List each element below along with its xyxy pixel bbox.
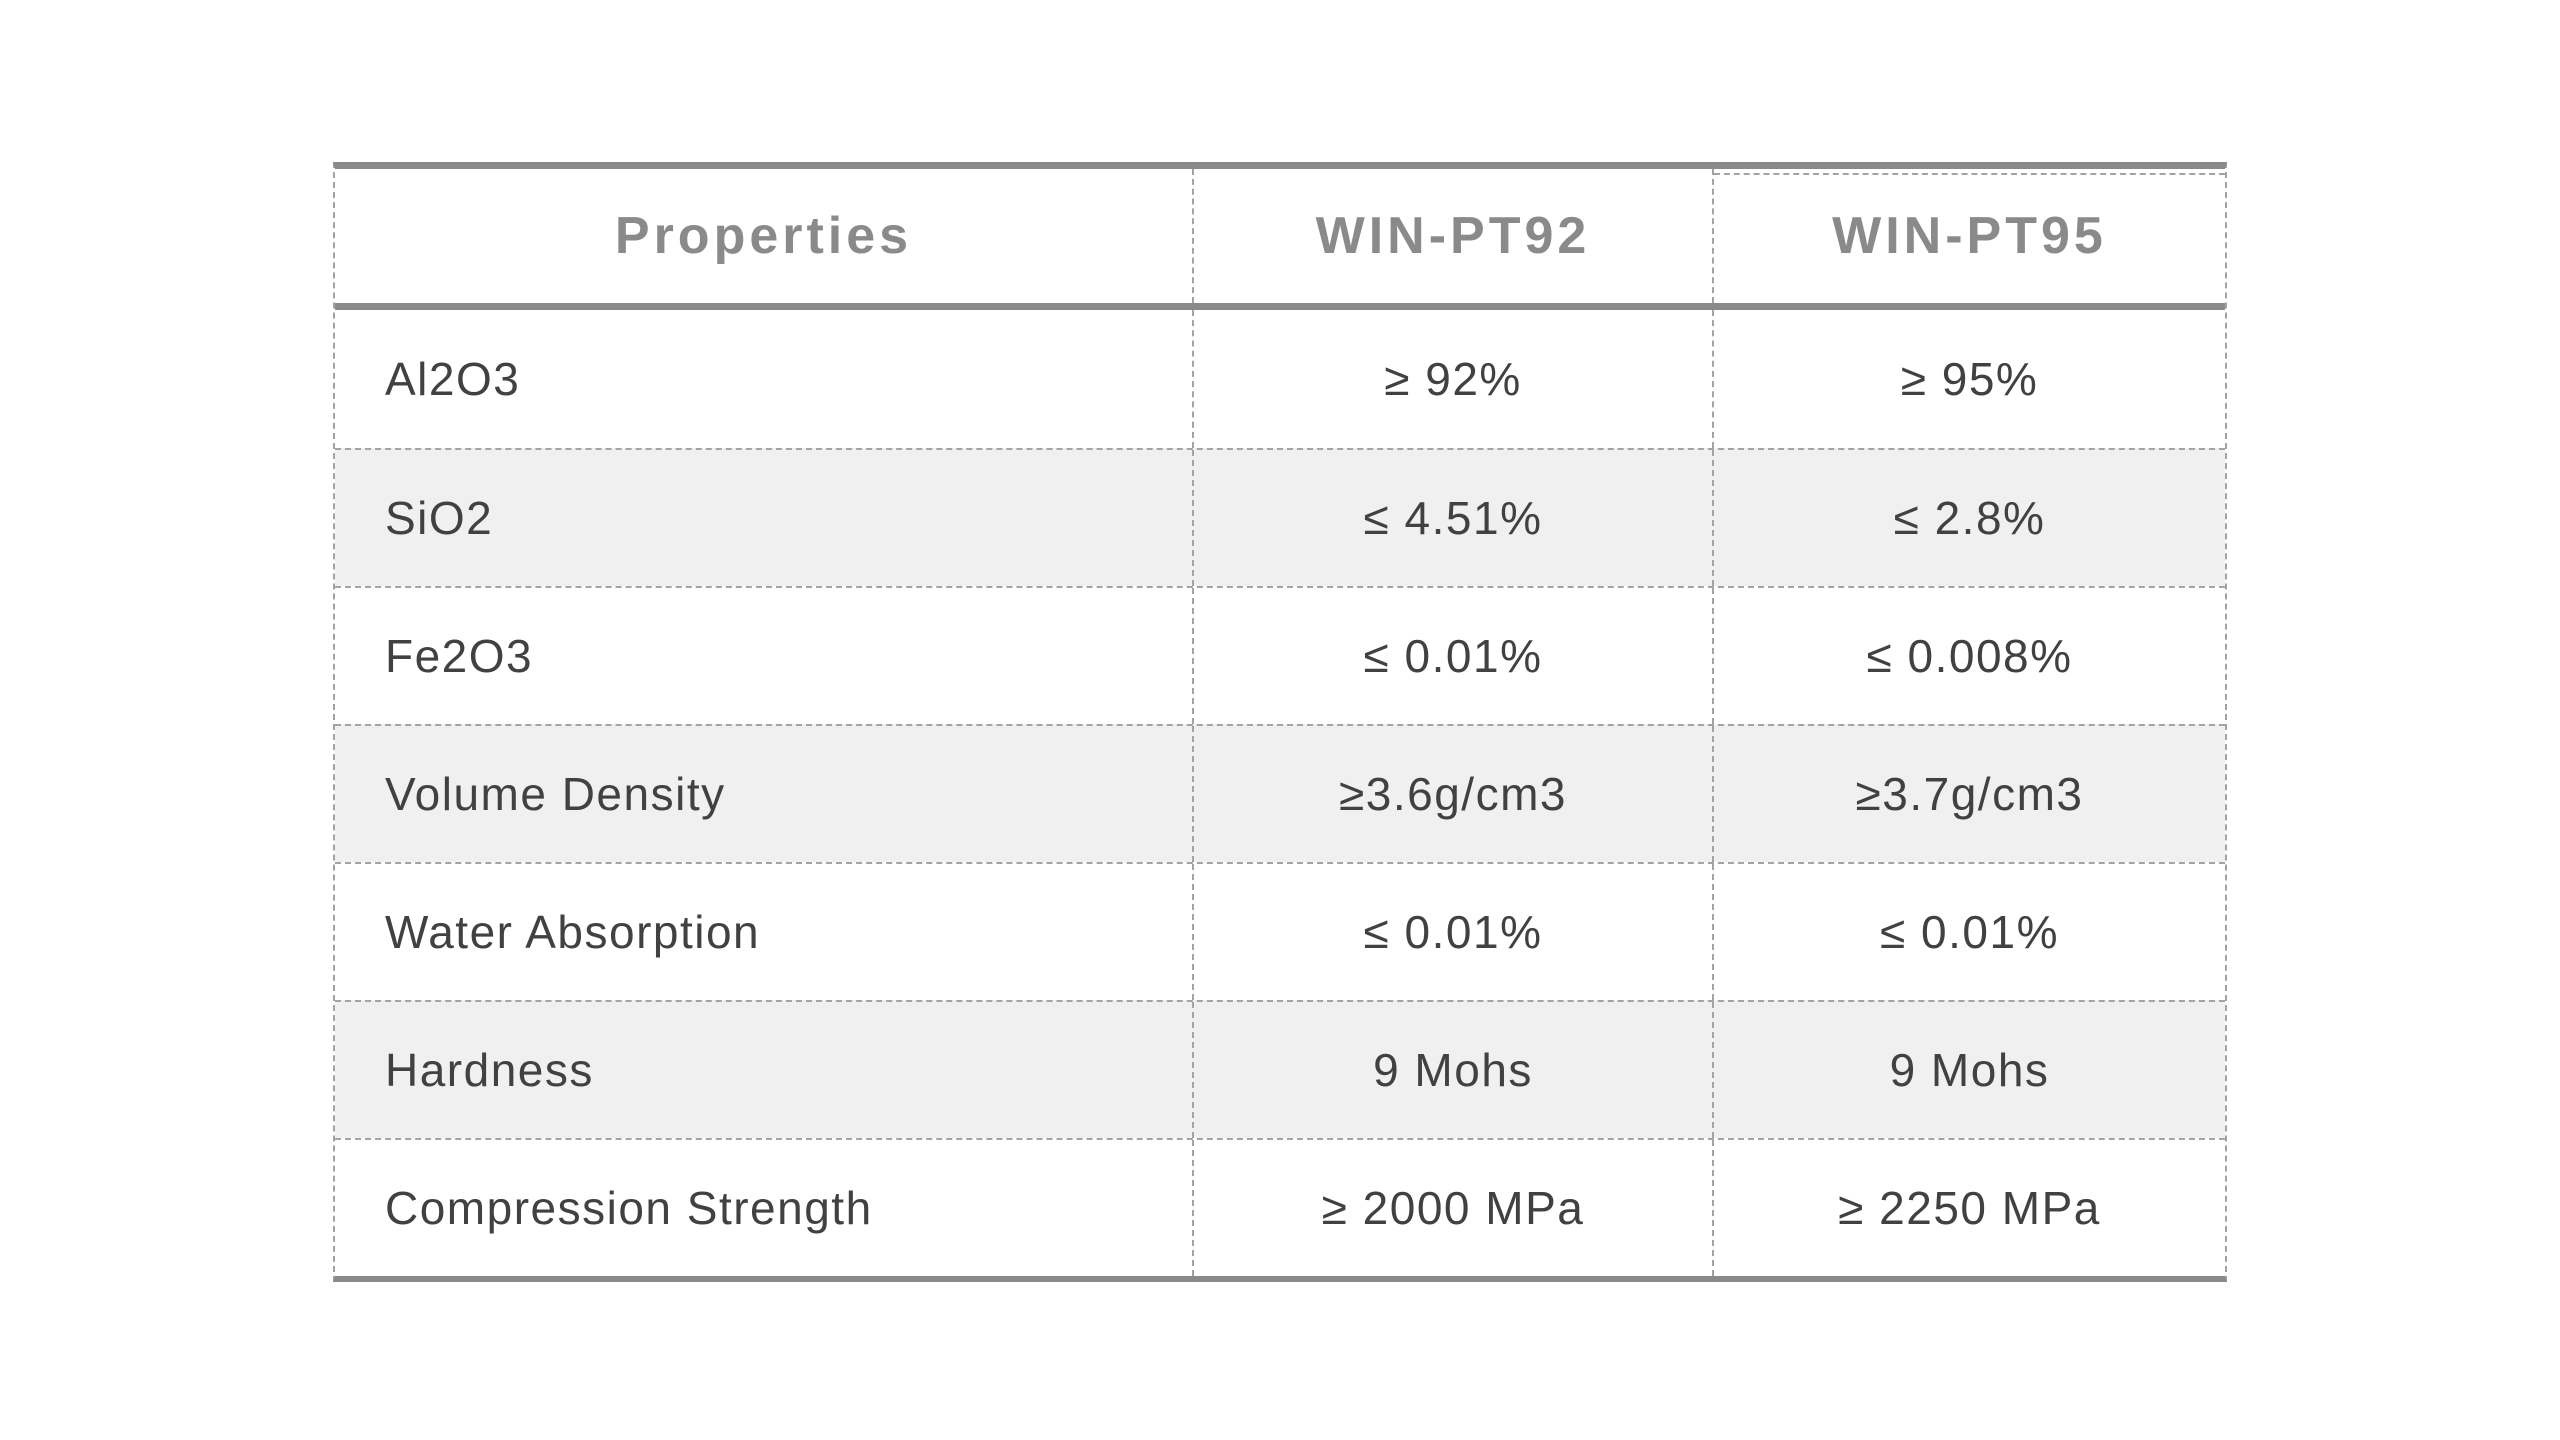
table-row: Fe2O3 ≤ 0.01% ≤ 0.008% xyxy=(335,586,2225,724)
win-pt92-value-cell: ≥ 92% xyxy=(1192,310,1712,448)
header-win-pt95: WIN-PT95 xyxy=(1712,169,2225,303)
win-pt95-value-cell: ≤ 0.01% xyxy=(1712,864,2225,1000)
win-pt95-value-cell: ≤ 0.008% xyxy=(1712,588,2225,724)
win-pt95-value-cell: ≥ 95% xyxy=(1712,310,2225,448)
header-properties: Properties xyxy=(614,207,913,265)
table-header-row: Properties WIN-PT92 WIN-PT95 xyxy=(335,169,2225,310)
table-row: SiO2 ≤ 4.51% ≤ 2.8% xyxy=(335,448,2225,586)
spec-table: Properties WIN-PT92 WIN-PT95 Al2O3 ≥ 92% ≥… xyxy=(333,162,2227,1282)
win-pt95-value-cell: ≤ 2.8% xyxy=(1712,450,2225,586)
table-row: Compression Strength ≥ 2000 MPa ≥ 2250 MPa xyxy=(335,1138,2225,1276)
property-cell: Compression Strength xyxy=(385,1182,873,1234)
table-row: Al2O3 ≥ 92% ≥ 95% xyxy=(335,310,2225,448)
property-cell: Fe2O3 xyxy=(385,630,534,682)
table-body: Al2O3 ≥ 92% ≥ 95% SiO2 ≤ 4.51% ≤ 2.8% Fe2O3 ≤ 0… xyxy=(335,310,2225,1276)
table-row: Volume Density ≥3.6g/cm3 ≥3.7g/cm3 xyxy=(335,724,2225,862)
win-pt92-value-cell: 9 Mohs xyxy=(1192,1002,1712,1138)
property-cell: Volume Density xyxy=(385,768,726,820)
win-pt92-value-cell: ≥3.6g/cm3 xyxy=(1192,726,1712,862)
property-cell: Hardness xyxy=(385,1044,594,1096)
win-pt95-value-cell: 9 Mohs xyxy=(1712,1002,2225,1138)
win-pt92-value-cell: ≤ 4.51% xyxy=(1192,450,1712,586)
win-pt92-value-cell: ≤ 0.01% xyxy=(1192,864,1712,1000)
win-pt92-value-cell: ≥ 2000 MPa xyxy=(1192,1140,1712,1276)
win-pt92-value-cell: ≤ 0.01% xyxy=(1192,588,1712,724)
property-cell: SiO2 xyxy=(385,492,494,544)
table-row: Water Absorption ≤ 0.01% ≤ 0.01% xyxy=(335,862,2225,1000)
property-cell: Al2O3 xyxy=(385,353,521,405)
property-cell: Water Absorption xyxy=(385,906,761,958)
win-pt95-value-cell: ≥3.7g/cm3 xyxy=(1712,726,2225,862)
win-pt95-value-cell: ≥ 2250 MPa xyxy=(1712,1140,2225,1276)
table-row: Hardness 9 Mohs 9 Mohs xyxy=(335,1000,2225,1138)
header-win-pt92: WIN-PT92 xyxy=(1192,169,1712,303)
